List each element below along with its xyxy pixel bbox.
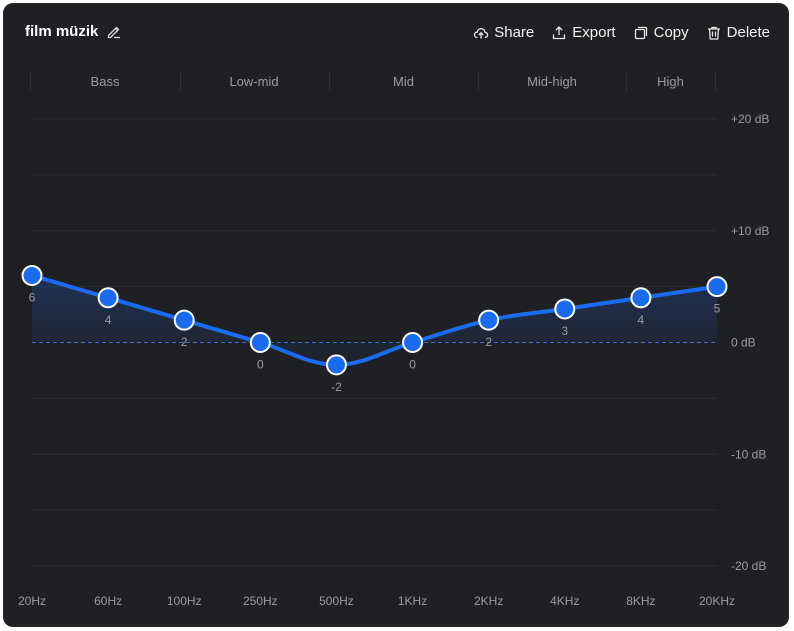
response-curve — [30, 273, 719, 367]
eq-point-handle[interactable] — [249, 332, 271, 353]
eq-point-value: 2 — [485, 335, 492, 349]
cloud-upload-icon — [474, 27, 489, 38]
eq-point-value: 4 — [105, 313, 112, 327]
band-mid: Mid — [393, 74, 414, 89]
eq-point-handle[interactable] — [402, 332, 424, 353]
eq-point-value: 6 — [29, 290, 36, 304]
band-low-mid: Low-mid — [229, 74, 279, 89]
band-labels: Bass Low-mid Mid Mid-high High — [30, 70, 716, 94]
eq-point-value: 2 — [181, 335, 188, 349]
eq-point-value: 3 — [561, 324, 568, 338]
eq-point-handle[interactable] — [630, 287, 652, 309]
x-tick-label: 20Hz — [18, 594, 46, 608]
x-axis-labels: 20Hz 60Hz 100Hz 250Hz 500Hz 1KHz 2KHz 4KHz 8KHz 2… — [18, 594, 735, 608]
x-tick-label: 500Hz — [319, 594, 354, 608]
response-area — [32, 275, 717, 365]
x-tick-label: 8KHz — [626, 594, 655, 608]
x-tick-label: 2KHz — [474, 594, 503, 608]
delete-button[interactable]: Delete — [706, 24, 770, 41]
eq-point-value: 0 — [409, 358, 416, 372]
band-divider — [715, 72, 716, 92]
copy-icon — [634, 26, 647, 39]
band-divider — [478, 72, 479, 92]
y-tick-label: -20 dB — [731, 559, 766, 573]
delete-label: Delete — [726, 24, 770, 41]
x-tick-label: 4KHz — [550, 594, 579, 608]
band-divider — [329, 72, 330, 92]
eq-point-handle[interactable] — [21, 264, 43, 286]
preset-name: film müzik — [25, 23, 99, 40]
x-tick-label: 20KHz — [699, 594, 735, 608]
eq-point-value: 5 — [714, 302, 721, 316]
y-tick-label: +10 dB — [731, 224, 769, 238]
eq-point-handle[interactable] — [706, 276, 728, 298]
eq-point-value: -2 — [331, 380, 342, 394]
toolbar: Share Export Copy Delete — [473, 24, 770, 41]
band-mid-high: Mid-high — [527, 74, 577, 89]
band-divider — [180, 72, 181, 92]
x-tick-label: 1KHz — [398, 594, 427, 608]
eq-point-handle[interactable] — [554, 298, 576, 320]
eq-point-value: 0 — [257, 358, 264, 372]
band-divider — [626, 72, 627, 92]
eq-point-handle[interactable] — [173, 309, 195, 331]
preset-title: film müzik — [25, 23, 122, 40]
eq-point-handle[interactable] — [325, 354, 347, 376]
export-label: Export — [572, 24, 616, 41]
band-high: High — [657, 74, 684, 89]
x-tick-label: 60Hz — [94, 594, 122, 608]
eq-point-value: 4 — [638, 313, 645, 327]
trash-icon — [707, 26, 720, 40]
export-button[interactable]: Export — [551, 24, 616, 41]
copy-label: Copy — [653, 24, 689, 41]
eq-point-handle[interactable] — [478, 309, 500, 331]
y-tick-label: +20 dB — [731, 112, 769, 126]
x-tick-label: 100Hz — [167, 594, 202, 608]
y-axis-labels: +20 dB +10 dB 0 dB -10 dB -20 dB — [731, 112, 769, 573]
band-divider — [30, 72, 31, 92]
x-tick-label: 250Hz — [243, 594, 278, 608]
eq-points: 6 4 2 0 -2 0 2 3 4 5 — [21, 264, 728, 394]
edit-icon[interactable] — [106, 24, 122, 40]
band-bass: Bass — [90, 74, 120, 89]
export-icon — [553, 25, 566, 39]
copy-button[interactable]: Copy — [633, 24, 689, 41]
y-tick-label: 0 dB — [731, 336, 756, 350]
y-tick-label: -10 dB — [731, 447, 766, 461]
eq-point-handle[interactable] — [97, 287, 119, 309]
share-button[interactable]: Share — [473, 24, 534, 41]
share-label: Share — [494, 24, 535, 41]
chart-grid — [32, 118, 717, 567]
